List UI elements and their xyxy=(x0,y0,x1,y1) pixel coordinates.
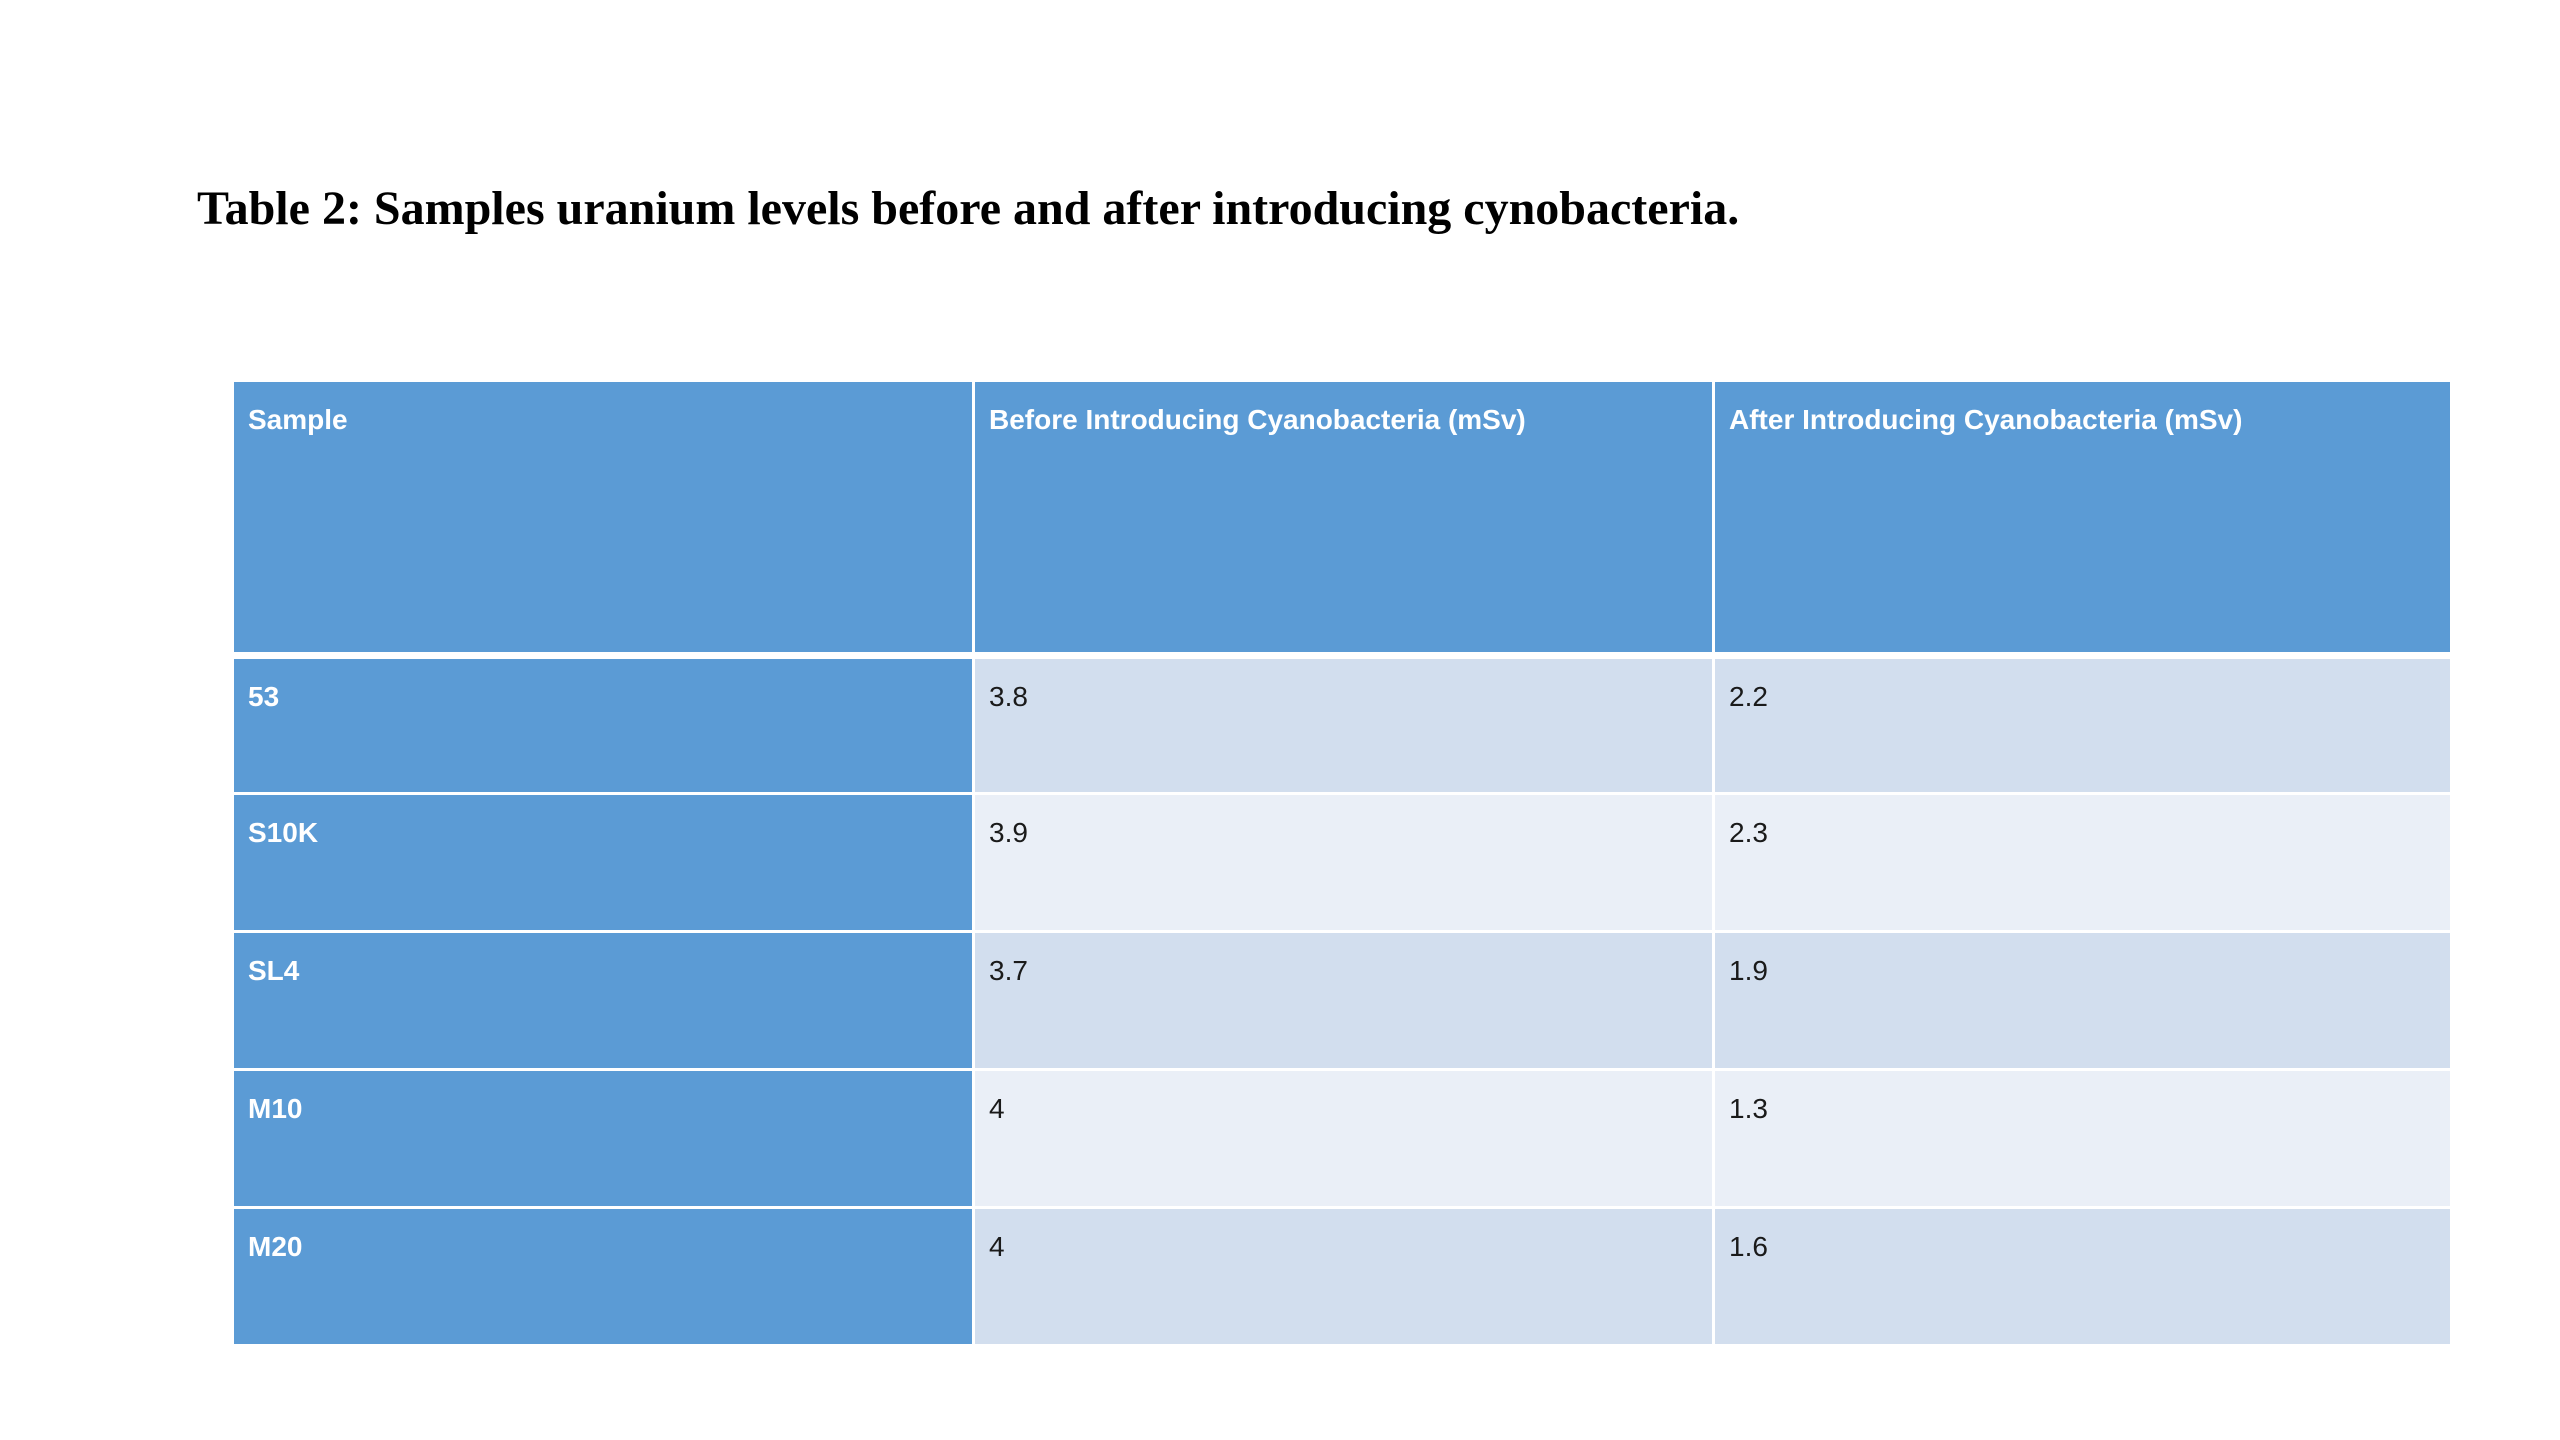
table-row: S10K 3.9 2.3 xyxy=(231,793,2453,933)
column-header-after: After Introducing Cyanobacteria (mSv) xyxy=(1712,382,2453,659)
after-value-cell: 2.2 xyxy=(1712,655,2453,795)
after-value-cell: 1.3 xyxy=(1712,1069,2453,1209)
after-value-cell: 1.9 xyxy=(1712,931,2453,1071)
column-header-before: Before Introducing Cyanobacteria (mSv) xyxy=(972,382,1715,659)
table-row: M10 4 1.3 xyxy=(231,1069,2453,1209)
after-value-cell: 1.6 xyxy=(1712,1207,2453,1347)
before-value-cell: 4 xyxy=(972,1069,1715,1209)
table-row: M20 4 1.6 xyxy=(231,1207,2453,1347)
column-header-sample: Sample xyxy=(231,382,975,659)
table-row: 53 3.8 2.2 xyxy=(231,655,2453,795)
sample-cell: M20 xyxy=(231,1207,975,1347)
before-value-cell: 3.8 xyxy=(972,655,1715,795)
sample-cell: S10K xyxy=(231,793,975,933)
table-header-row: Sample Before Introducing Cyanobacteria … xyxy=(231,382,2453,659)
before-value-cell: 3.7 xyxy=(972,931,1715,1071)
sample-cell: M10 xyxy=(231,1069,975,1209)
table-caption: Table 2: Samples uranium levels before a… xyxy=(197,182,1740,235)
before-value-cell: 4 xyxy=(972,1207,1715,1347)
after-value-cell: 2.3 xyxy=(1712,793,2453,933)
sample-cell: SL4 xyxy=(231,931,975,1071)
before-value-cell: 3.9 xyxy=(972,793,1715,933)
uranium-levels-table: Sample Before Introducing Cyanobacteria … xyxy=(231,382,2453,1347)
table-row: SL4 3.7 1.9 xyxy=(231,931,2453,1071)
sample-cell: 53 xyxy=(231,655,975,795)
